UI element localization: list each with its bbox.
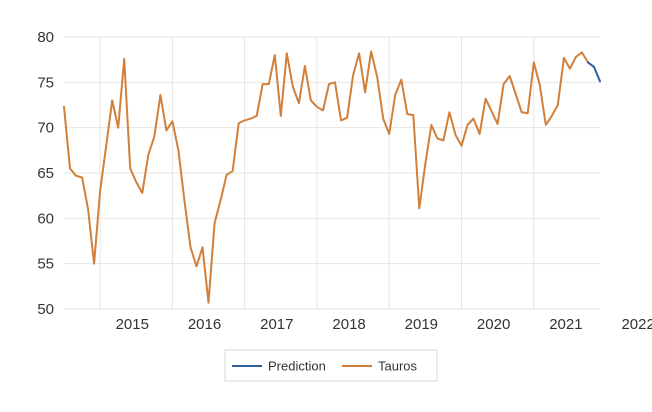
x-tick-label: 2017 xyxy=(260,316,293,333)
series-line-tauros xyxy=(63,50,589,304)
y-tick-label: 55 xyxy=(37,256,54,273)
x-axis: 2015 2016 2017 2018 2019 2020 2021 2022 xyxy=(116,316,652,333)
y-tick-label: 60 xyxy=(37,210,54,227)
legend: Prediction Tauros xyxy=(224,349,438,382)
x-tick-label: 2022 xyxy=(621,316,652,333)
x-tick-label: 2021 xyxy=(549,316,582,333)
y-tick-label: 75 xyxy=(37,74,54,91)
series-line-prediction xyxy=(587,61,601,83)
legend-label-prediction: Prediction xyxy=(268,359,326,374)
gridlines xyxy=(64,36,600,310)
y-tick-label: 65 xyxy=(37,165,54,182)
x-tick-label: 2020 xyxy=(477,316,510,333)
y-tick-label: 80 xyxy=(37,29,54,46)
y-axis: 50 55 60 65 70 75 80 xyxy=(37,29,54,318)
x-tick-label: 2016 xyxy=(188,316,221,333)
y-tick-label: 50 xyxy=(37,301,54,318)
x-tick-label: 2015 xyxy=(116,316,149,333)
x-tick-label: 2018 xyxy=(332,316,365,333)
x-tick-label: 2019 xyxy=(405,316,438,333)
series-lines xyxy=(63,50,601,304)
y-tick-label: 70 xyxy=(37,120,54,137)
legend-label-tauros: Tauros xyxy=(378,359,418,374)
